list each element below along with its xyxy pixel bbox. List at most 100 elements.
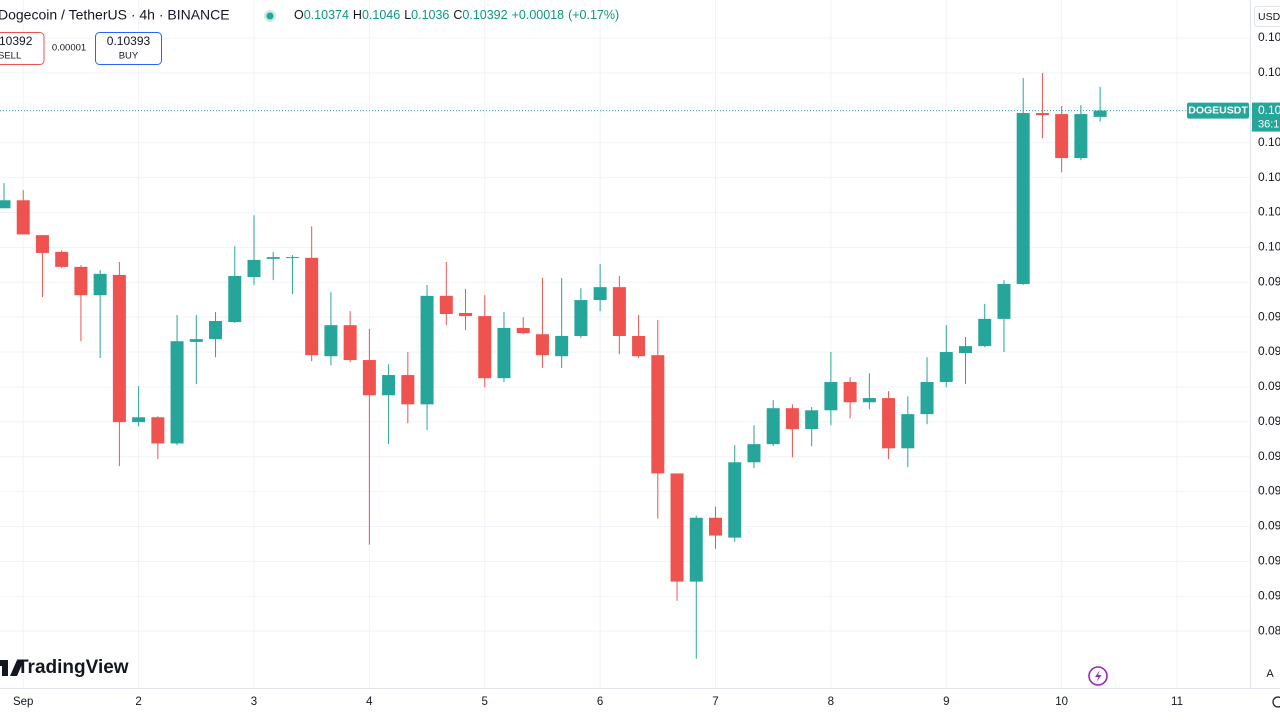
y-tick-label: 0.0980 — [1258, 309, 1280, 323]
candle-body — [209, 320, 223, 340]
candle-body — [151, 417, 165, 444]
candle-body — [959, 346, 972, 354]
candle-body — [785, 408, 799, 430]
candle-body — [189, 339, 203, 342]
symbol-title: Dogecoin / TetherUS · 4h · BINANCE — [0, 7, 230, 23]
y-tick-label: 0.0970 — [1258, 344, 1280, 358]
status-dot — [266, 12, 274, 20]
y-tick-label: 0.0930 — [1258, 484, 1280, 498]
candle-body — [324, 325, 338, 357]
x-tick-label: 9 — [943, 696, 949, 708]
buy-price: 0.10393 — [107, 34, 151, 48]
change: +0.00018 — [512, 8, 565, 22]
candle-body — [0, 200, 11, 209]
h-value: 0.1046 — [362, 8, 400, 22]
x-tick-label: 8 — [828, 696, 834, 708]
candle-body — [709, 517, 723, 536]
candle-body — [35, 235, 49, 253]
y-tick-label: 0.0960 — [1258, 379, 1280, 393]
y-tick-label: 0.1030 — [1258, 135, 1280, 149]
y-tick-label: 0.1010 — [1258, 205, 1280, 219]
candle-body — [74, 266, 88, 296]
y-tick-label: 0.1000 — [1258, 240, 1280, 254]
buy-button[interactable] — [95, 32, 162, 65]
candle-body — [632, 335, 646, 357]
logo-text: TradingView — [17, 657, 129, 678]
countdown: 36:1 — [1258, 119, 1279, 131]
candle-body — [305, 257, 319, 356]
x-tick-label: 2 — [135, 696, 141, 708]
o-value: 0.10374 — [304, 8, 349, 22]
candle-body — [459, 312, 473, 317]
candle-body — [439, 295, 453, 314]
candle-body — [1055, 114, 1069, 159]
candle-body — [401, 375, 415, 405]
x-tick-label: 5 — [482, 696, 488, 708]
candle-body — [747, 444, 761, 463]
l-label: L — [404, 8, 411, 22]
candle-body — [920, 382, 934, 415]
candle-body — [574, 300, 588, 336]
candle-body — [266, 257, 280, 259]
candle-body — [55, 251, 69, 267]
y-tick-label: 0.0950 — [1258, 414, 1280, 428]
x-tick-label: 4 — [366, 696, 373, 708]
buy-label: BUY — [119, 51, 139, 62]
currency-box[interactable] — [1254, 6, 1280, 27]
candle-body — [247, 259, 261, 278]
x-tick-label: 10 — [1055, 696, 1068, 708]
candle-body — [516, 327, 530, 334]
grid — [0, 0, 1250, 688]
y-tick-label: 0.0900 — [1258, 588, 1280, 602]
logo-icon — [0, 660, 24, 676]
candle-body — [170, 341, 184, 444]
sell-price: 0.10392 — [0, 34, 33, 48]
x-tick-label: 3 — [251, 696, 257, 708]
y-tick-label: 0.1050 — [1258, 65, 1280, 79]
candle-body — [882, 398, 896, 449]
candle-body — [1016, 113, 1030, 284]
candle-body — [612, 287, 626, 336]
x-tick-label: 6 — [597, 696, 603, 708]
candle-body — [420, 295, 434, 405]
l-value: 0.1036 — [411, 8, 449, 22]
y-tick-label: 0.0890 — [1258, 623, 1280, 637]
candle-body — [132, 417, 146, 423]
axes: 0.10600.10500.10400.10300.10200.10100.10… — [13, 30, 1280, 708]
y-tick-label: 0.1060 — [1258, 30, 1280, 44]
y-tick-label: 0.0990 — [1258, 274, 1280, 288]
candle-body — [901, 414, 915, 449]
candle-body — [112, 274, 126, 423]
last-price-label: 0.10392 — [1258, 103, 1280, 117]
candle-body — [843, 382, 857, 403]
last-price-tag — [1252, 102, 1280, 132]
settings-icon[interactable] — [1272, 696, 1280, 708]
candle-body — [382, 375, 396, 396]
symbol-tag-text: DOGEUSDT — [1188, 104, 1248, 116]
ohlc-legend: O0.10374 H0.1046 L0.1036 C0.10392 +0.00018 (+… — [294, 8, 619, 22]
x-tick-label: 11 — [1171, 696, 1183, 708]
c-label: C — [453, 8, 462, 22]
candle-body — [651, 355, 665, 474]
candle-body — [593, 287, 607, 301]
candle-body — [728, 462, 742, 538]
candle-body — [1093, 110, 1107, 117]
c-value: 0.10392 — [462, 8, 507, 22]
candle-body — [228, 275, 242, 323]
candle-body — [997, 283, 1011, 319]
candle-body — [555, 335, 569, 357]
sell-button[interactable] — [0, 32, 45, 65]
candle-body — [862, 398, 876, 403]
candle-body — [1035, 113, 1049, 116]
auto-button[interactable]: A — [1266, 668, 1274, 680]
y-tick-label: 0.0940 — [1258, 449, 1280, 463]
x-tick-label: 7 — [712, 696, 718, 708]
candle-body — [362, 360, 376, 396]
y-tick-label: 0.0920 — [1258, 519, 1280, 533]
candle-body — [343, 325, 357, 361]
sell-label: SELL — [0, 51, 21, 62]
y-tick-label: 0.1020 — [1258, 170, 1280, 184]
candle-body — [535, 334, 549, 356]
spread: 0.00001 — [52, 43, 86, 54]
x-tick-label: Sep — [13, 696, 33, 708]
